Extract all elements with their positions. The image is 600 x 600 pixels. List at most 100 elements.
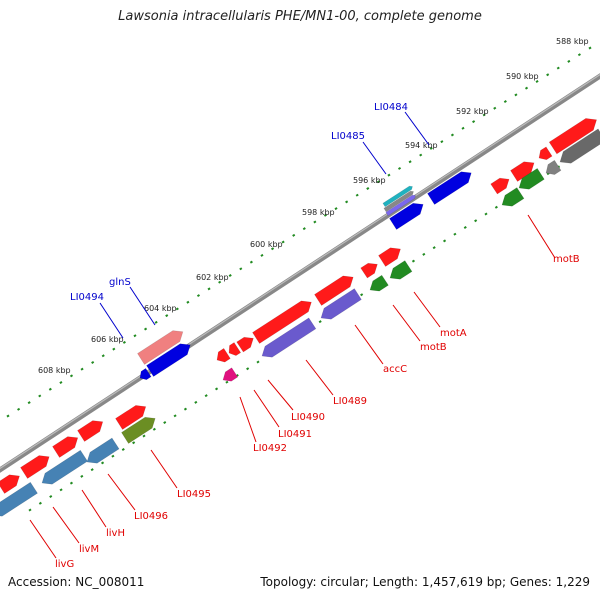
- gene-arrow[interactable]: [0, 474, 20, 494]
- gene-arrow[interactable]: [369, 274, 389, 292]
- gene-arrow[interactable]: [548, 118, 597, 155]
- gene-label[interactable]: motB: [420, 342, 447, 353]
- scale-dot: [360, 293, 364, 297]
- scale-label: 608 kbp: [38, 366, 71, 375]
- label-leader-line: [362, 141, 387, 175]
- scale-dot: [101, 354, 105, 358]
- gene-arrow[interactable]: [121, 416, 156, 444]
- gene-arrow[interactable]: [389, 202, 424, 230]
- scale-dot: [133, 334, 137, 338]
- scale-dot: [186, 300, 190, 304]
- gene-label[interactable]: LI0492: [253, 443, 287, 454]
- gene-label[interactable]: motB: [553, 254, 580, 265]
- scale-dot: [239, 267, 243, 271]
- scale-dot: [453, 232, 457, 236]
- gene-arrow[interactable]: [360, 262, 378, 279]
- gene-label[interactable]: LI0484: [374, 102, 408, 113]
- scale-dot: [59, 488, 63, 492]
- gene-arrow[interactable]: [228, 342, 242, 356]
- gene-label[interactable]: LI0496: [134, 511, 168, 522]
- gene-arrow[interactable]: [518, 167, 545, 190]
- scale-label: 596 kbp: [353, 176, 386, 185]
- gene-arrow[interactable]: [139, 367, 152, 381]
- scale-dot: [546, 73, 550, 77]
- scale-dot: [112, 347, 116, 351]
- label-leader-line: [129, 286, 156, 326]
- scale-dot: [484, 212, 488, 216]
- scale-dot: [422, 252, 426, 256]
- gene-label[interactable]: LI0494: [70, 292, 104, 303]
- gene-label[interactable]: glnS: [109, 277, 131, 288]
- scale-dot: [408, 160, 412, 164]
- gene-arrow[interactable]: [77, 420, 104, 442]
- gene-arrow[interactable]: [115, 405, 147, 430]
- scale-dot: [334, 207, 338, 211]
- scale-dot: [196, 294, 201, 298]
- gene-arrow[interactable]: [320, 288, 362, 320]
- gene-label[interactable]: LI0485: [331, 131, 365, 142]
- scale-dot: [27, 401, 31, 405]
- gene-arrow[interactable]: [378, 247, 401, 267]
- gene-arrow[interactable]: [382, 185, 413, 208]
- scale-dot: [355, 193, 359, 197]
- scale-dot: [59, 381, 63, 385]
- label-leader-line: [413, 291, 441, 328]
- scale-dot: [472, 120, 476, 124]
- scale-dot: [80, 474, 84, 478]
- scale-dot: [292, 233, 296, 237]
- scale-dot: [440, 140, 444, 144]
- gene-label[interactable]: LI0490: [291, 412, 325, 423]
- label-leader-line: [107, 473, 136, 511]
- scale-dot: [100, 461, 105, 465]
- scale-dot: [318, 320, 322, 324]
- scale-dot: [588, 46, 592, 50]
- gene-arrow[interactable]: [545, 159, 562, 175]
- scale-track-upper: [6, 46, 592, 418]
- gene-label[interactable]: motA: [440, 328, 467, 339]
- gene-label[interactable]: LI0495: [177, 489, 211, 500]
- gene-arrow[interactable]: [252, 300, 312, 344]
- gene-arrow[interactable]: [389, 260, 413, 280]
- gene-arrow[interactable]: [20, 455, 50, 479]
- gene-arrow[interactable]: [490, 177, 510, 195]
- gene-arrow[interactable]: [510, 161, 535, 182]
- gene-arrow[interactable]: [86, 437, 120, 464]
- gene-arrow[interactable]: [538, 146, 553, 161]
- gene-label[interactable]: livG: [55, 559, 74, 570]
- gene-arrow[interactable]: [261, 317, 317, 358]
- gene-arrow[interactable]: [222, 367, 239, 382]
- scale-dot: [514, 93, 518, 97]
- gene-label[interactable]: accC: [383, 364, 407, 375]
- scale-dot: [256, 360, 260, 364]
- scale-dot: [69, 374, 74, 378]
- gene-label[interactable]: LI0489: [333, 396, 367, 407]
- genome-backbone: [0, 73, 600, 473]
- gene-arrow[interactable]: [383, 190, 414, 213]
- scale-dot: [246, 367, 250, 371]
- gene-arrow[interactable]: [41, 449, 88, 485]
- scale-dot: [419, 153, 423, 157]
- gene-arrow[interactable]: [559, 128, 600, 164]
- scale-dot: [80, 367, 84, 371]
- gene-arrow[interactable]: [216, 347, 231, 363]
- gene-arrow[interactable]: [137, 330, 184, 365]
- label-leader-line: [239, 396, 257, 443]
- label-leader-line: [81, 489, 107, 528]
- gene-label[interactable]: livH: [106, 528, 125, 539]
- gene-label[interactable]: livM: [79, 544, 99, 555]
- scale-dot: [494, 205, 498, 209]
- gene-arrow[interactable]: [501, 187, 525, 207]
- gene-arrow[interactable]: [385, 194, 416, 217]
- gene-arrow[interactable]: [314, 275, 354, 306]
- gene-arrow[interactable]: [146, 343, 191, 377]
- gene-arrow[interactable]: [0, 481, 38, 517]
- gene-label[interactable]: LI0491: [278, 429, 312, 440]
- scale-label: 592 kbp: [456, 107, 489, 116]
- gene-arrow[interactable]: [236, 336, 254, 353]
- summary-text: Topology: circular; Length: 1,457,619 bp…: [260, 575, 590, 589]
- genome-backbone-highlight: [0, 73, 600, 470]
- scale-dot: [323, 213, 328, 217]
- gene-arrow[interactable]: [52, 436, 79, 458]
- gene-arrow[interactable]: [427, 171, 472, 205]
- scale-dot: [442, 239, 447, 243]
